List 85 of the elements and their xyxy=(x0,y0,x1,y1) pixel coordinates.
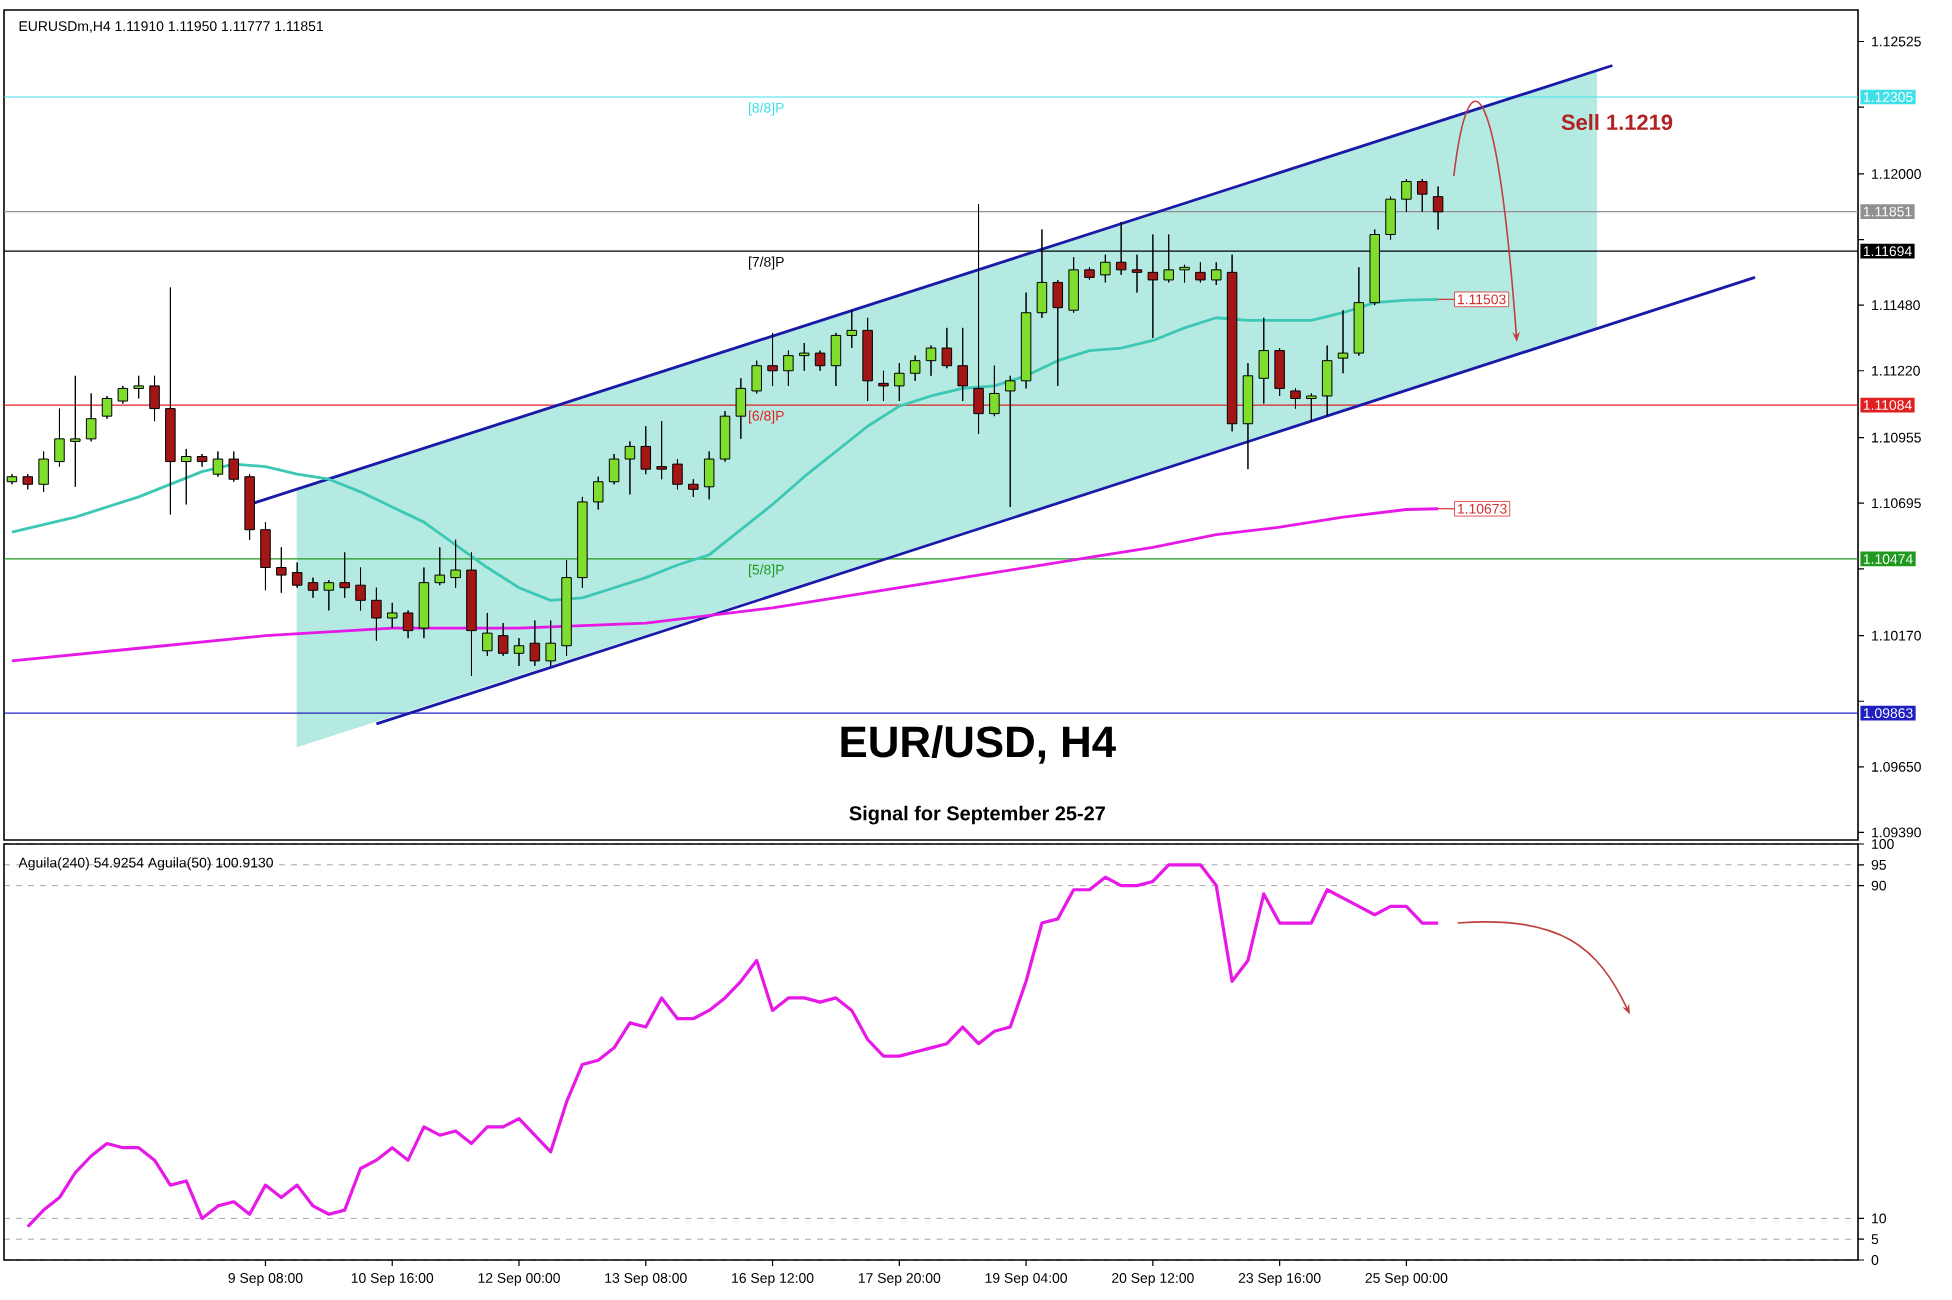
candlestick xyxy=(1020,292,1032,389)
candlestick xyxy=(1385,196,1396,241)
candlestick xyxy=(1179,264,1190,283)
candlestick xyxy=(149,375,160,422)
candlestick xyxy=(830,332,842,387)
candlestick xyxy=(450,539,461,589)
candlestick xyxy=(1337,309,1349,374)
candlestick xyxy=(1353,266,1365,357)
candlestick xyxy=(1258,317,1270,405)
candlestick xyxy=(1401,178,1412,213)
candlestick xyxy=(196,453,208,468)
candlestick xyxy=(165,286,176,516)
candlestick xyxy=(117,385,129,405)
text: Signal for September 25-27 xyxy=(849,805,1105,825)
candlestick xyxy=(703,450,715,500)
candlestick xyxy=(355,567,366,611)
candlestick xyxy=(592,476,604,510)
candlestick xyxy=(101,395,113,420)
candlestick xyxy=(434,546,446,586)
candlestick xyxy=(180,448,192,505)
text: EUR/USD, H4 xyxy=(841,725,1116,764)
candlestick xyxy=(307,577,319,599)
candlestick xyxy=(1084,266,1095,281)
candlestick xyxy=(482,612,493,657)
candlestick xyxy=(1068,256,1079,314)
candlestick xyxy=(386,602,398,629)
candlestick xyxy=(798,342,810,372)
candlestick xyxy=(561,559,572,657)
candlestick xyxy=(1242,362,1254,470)
line-series xyxy=(10,507,1440,663)
candlestick xyxy=(608,453,620,485)
candlestick xyxy=(909,355,921,382)
candlestick xyxy=(783,350,794,387)
candlestick xyxy=(1052,279,1064,387)
candlestick xyxy=(672,458,683,490)
candlestick xyxy=(1306,392,1317,422)
candlestick xyxy=(85,392,97,442)
candlestick xyxy=(497,622,509,657)
candlestick xyxy=(1274,347,1285,397)
candlestick xyxy=(1432,186,1444,230)
candlestick xyxy=(1210,261,1222,286)
candlestick xyxy=(70,375,81,488)
candlestick xyxy=(989,365,1000,417)
candlestick xyxy=(862,317,873,402)
candlestick xyxy=(688,478,699,498)
candlestick xyxy=(291,561,303,589)
candlestick xyxy=(545,620,556,667)
candlestick xyxy=(957,327,968,402)
candlestick xyxy=(814,350,826,372)
annotation: Sell 1.1219 xyxy=(1561,113,1673,131)
candlestick xyxy=(941,327,953,369)
candlestick xyxy=(640,425,652,475)
candlestick xyxy=(54,408,65,468)
candlestick xyxy=(133,375,144,399)
candlestick xyxy=(339,551,350,599)
candlestick xyxy=(38,450,49,493)
candlestick xyxy=(1416,178,1428,213)
candlestick xyxy=(1004,375,1016,508)
candlestick xyxy=(212,450,224,478)
candlestick xyxy=(466,551,477,677)
candlestick xyxy=(1321,345,1333,417)
candlestick xyxy=(1290,387,1301,410)
candlestick xyxy=(925,345,937,377)
candlestick xyxy=(529,620,541,667)
candlestick xyxy=(719,410,731,463)
candlestick xyxy=(228,450,240,483)
candlestick xyxy=(767,332,778,387)
candlestick xyxy=(656,420,667,480)
candlestick xyxy=(577,496,588,589)
candlestick xyxy=(751,360,762,394)
candlestick xyxy=(402,609,414,639)
candlestick xyxy=(323,579,335,611)
candlestick xyxy=(735,377,747,440)
candlestick xyxy=(22,473,34,490)
candlestick xyxy=(276,546,287,594)
candlestick xyxy=(878,370,889,402)
candlestick xyxy=(894,362,905,402)
candlestick xyxy=(513,637,525,667)
candlestick xyxy=(260,521,271,591)
candlestick xyxy=(1195,261,1206,283)
candlestick xyxy=(418,567,430,639)
candlestick xyxy=(846,309,858,349)
candlestick xyxy=(624,440,636,495)
candlestick xyxy=(371,587,382,642)
candlestick xyxy=(244,473,255,541)
